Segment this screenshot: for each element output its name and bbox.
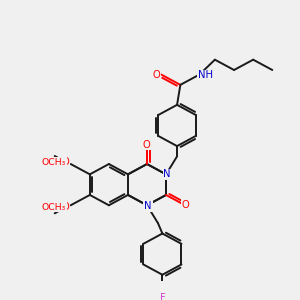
Text: N: N bbox=[144, 201, 152, 211]
Text: OCH₃: OCH₃ bbox=[42, 158, 66, 167]
Text: F: F bbox=[160, 293, 165, 300]
Text: O: O bbox=[62, 157, 70, 167]
Text: O: O bbox=[142, 140, 150, 149]
Text: O: O bbox=[62, 202, 70, 212]
Text: NH: NH bbox=[198, 70, 213, 80]
Text: N: N bbox=[163, 169, 171, 179]
Text: O: O bbox=[152, 70, 160, 80]
Text: O: O bbox=[181, 200, 189, 210]
Text: OCH₃: OCH₃ bbox=[42, 202, 66, 211]
